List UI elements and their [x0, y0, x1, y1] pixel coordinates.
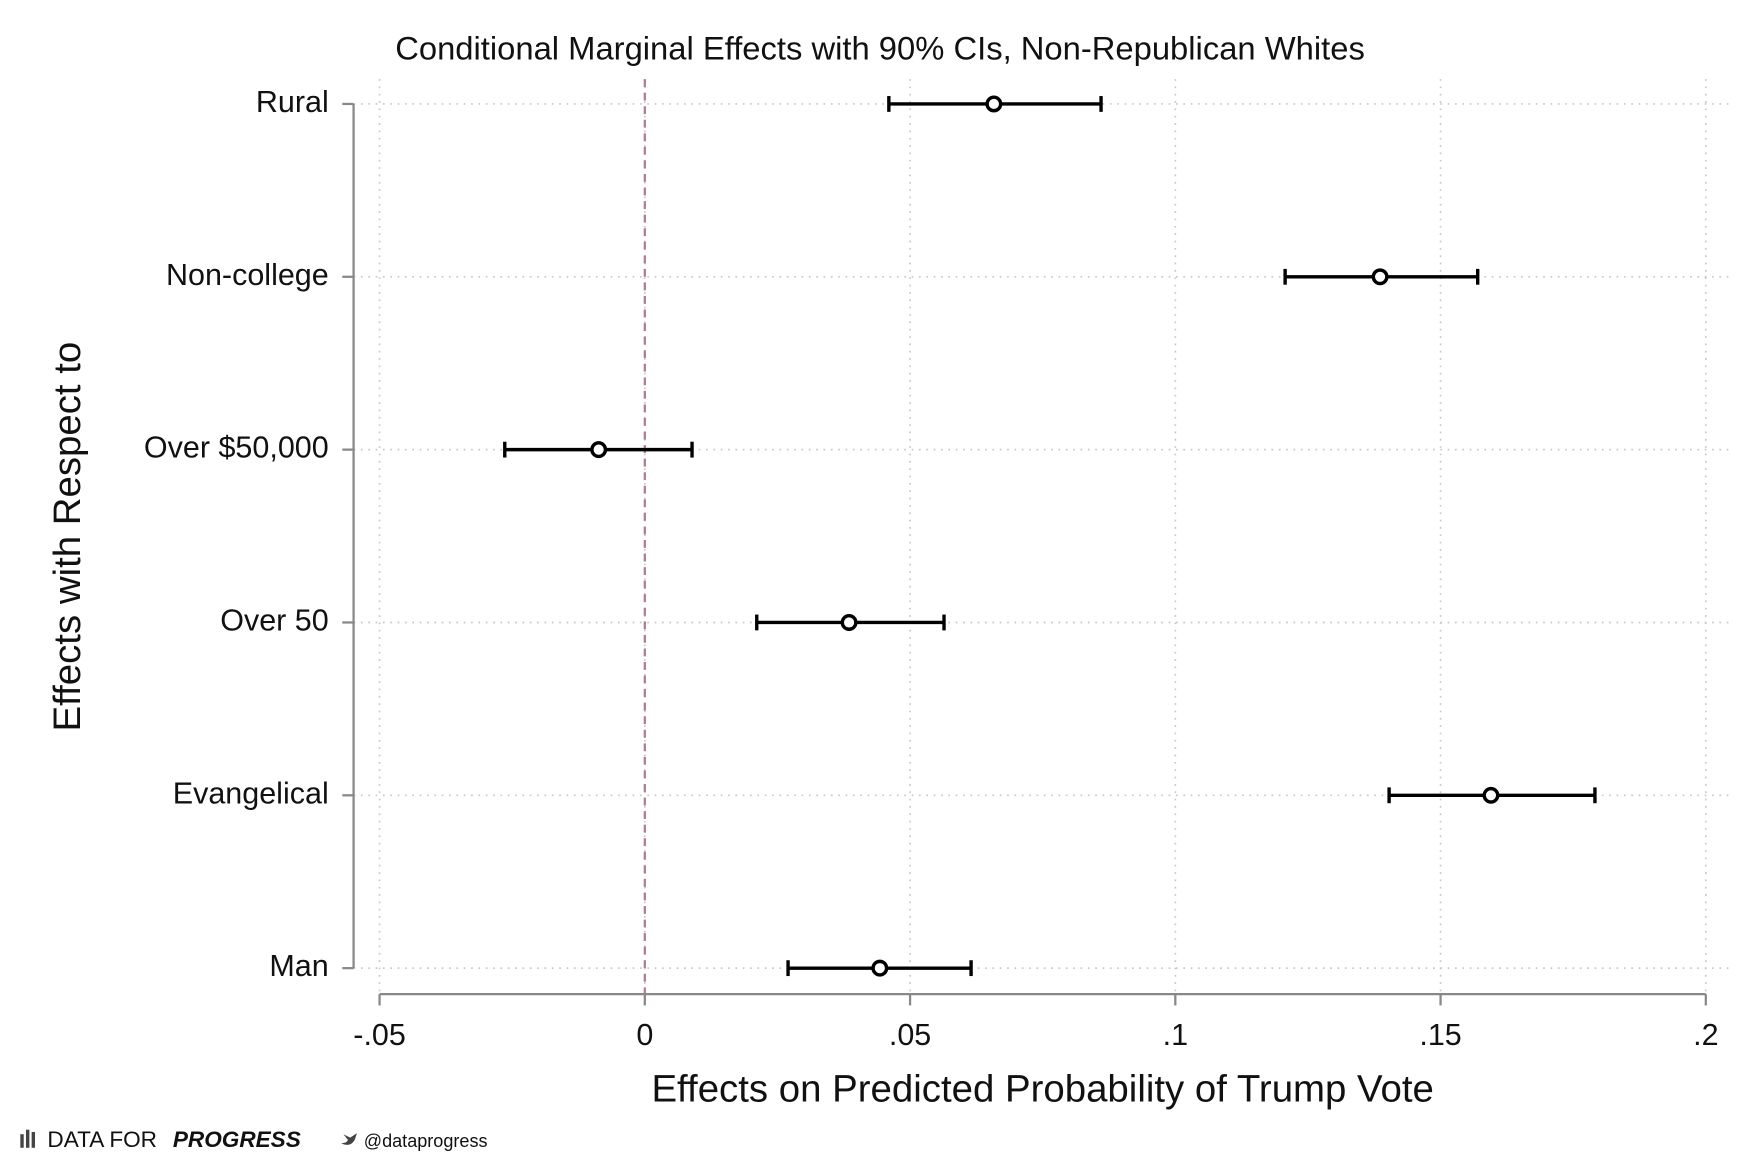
y-tick-label: Evangelical — [173, 776, 329, 810]
point — [590, 441, 608, 459]
point — [1482, 786, 1500, 804]
x-tick-label: .1 — [1163, 1018, 1188, 1052]
y-tick-label: Over 50 — [220, 604, 328, 638]
x-tick-label: .2 — [1693, 1018, 1718, 1052]
y-tick-label: Non-college — [166, 258, 329, 292]
y-axis-title: Effects with Respect to — [46, 342, 89, 732]
chart-title: Conditional Marginal Effects with 90% CI… — [395, 30, 1365, 67]
x-tick-label: .15 — [1419, 1018, 1461, 1052]
x-tick-label: .05 — [889, 1018, 931, 1052]
x-axis-title: Effects on Predicted Probability of Trum… — [651, 1067, 1433, 1110]
point — [985, 95, 1003, 113]
y-tick-label: Rural — [256, 85, 329, 119]
y-tick-label: Over $50,000 — [144, 431, 329, 465]
brand-name: DATA FOR — [47, 1127, 157, 1152]
point — [871, 959, 889, 977]
brand-handle: @dataprogress — [364, 1131, 488, 1151]
brand-name-bold: PROGRESS — [173, 1127, 301, 1152]
twitter-icon — [341, 1133, 357, 1145]
point — [840, 613, 858, 631]
logo — [20, 1129, 36, 1148]
x-tick-label: -.05 — [353, 1018, 406, 1052]
point — [1371, 268, 1389, 286]
y-tick-label: Man — [269, 949, 328, 983]
x-tick-label: 0 — [636, 1018, 653, 1052]
